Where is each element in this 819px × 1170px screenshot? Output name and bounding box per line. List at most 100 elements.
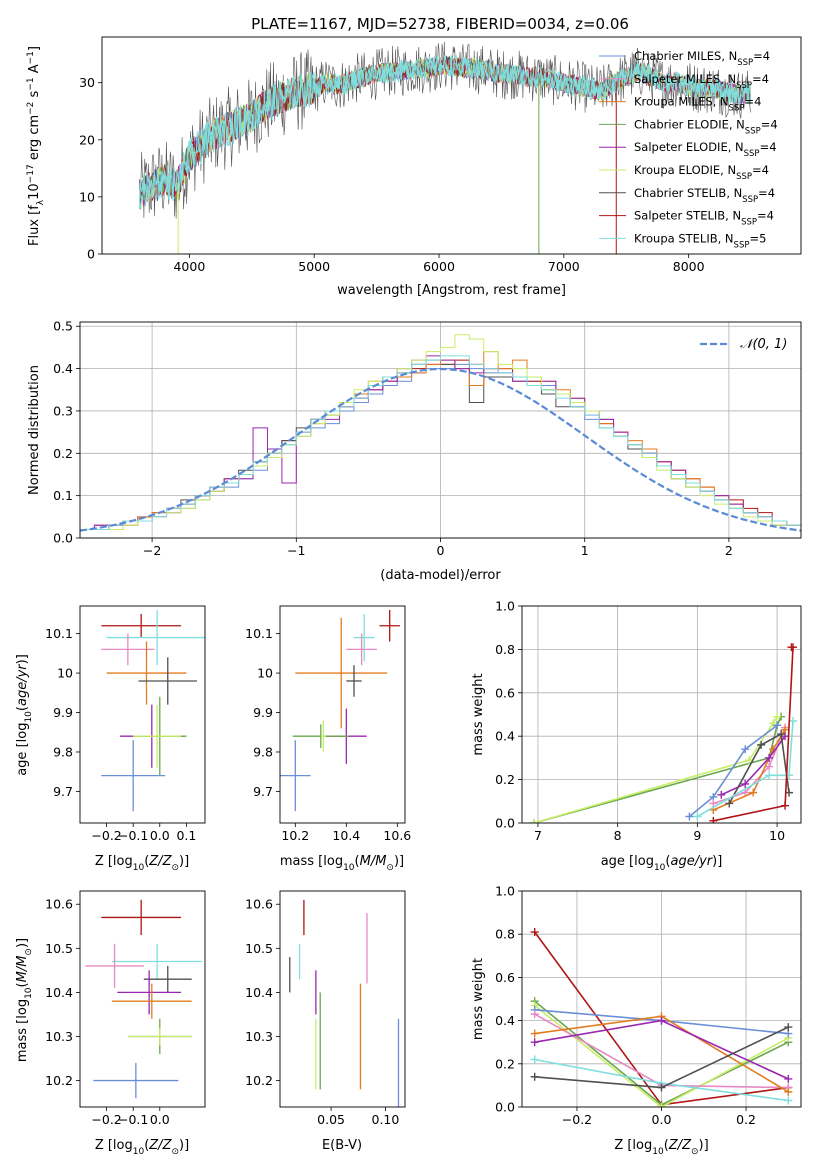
y-tick-label: 0.0 xyxy=(495,816,515,831)
mass-weight-line xyxy=(688,724,778,818)
y-axis-label: age [log10(age/yr)] xyxy=(15,654,34,776)
mass-weight-marker xyxy=(725,799,734,808)
plot-area xyxy=(530,928,793,1107)
x-tick-label: 0.1 xyxy=(176,828,196,843)
x-tick-label: 4000 xyxy=(173,259,205,274)
mass-weight-marker xyxy=(777,730,786,739)
axes-frame xyxy=(101,36,802,255)
x-tick-label: 8 xyxy=(614,828,622,843)
x-tick-label: 0.0 xyxy=(652,1112,672,1127)
y-axis-label: mass weight xyxy=(471,958,486,1040)
y-tick-label: 0.2 xyxy=(495,1056,515,1071)
y-tick-label: 1.0 xyxy=(495,599,515,614)
y-tick-label: 9.8 xyxy=(53,744,73,759)
x-axis-label: Z [log10(Z/Z⊙)] xyxy=(614,1138,708,1157)
y-axis-label: mass [log10(M/M⊙)] xyxy=(15,938,34,1062)
x-tick-label: −1 xyxy=(287,543,305,558)
mass-weight-marker xyxy=(657,1083,666,1092)
mass-weight-marker xyxy=(765,771,774,780)
mass-weight-line xyxy=(533,716,782,823)
age-vs-metallicity-panel: −0.2−0.1 0.0 0.1 9.7 9.8 9.9 10 10.1 Z [log10(Z/… xyxy=(15,605,206,873)
axes-frame xyxy=(79,890,206,1108)
y-tick-label: 10 xyxy=(57,666,73,681)
mass-vs-metallicity-panel: −0.2−0.1 0.0 10.2 10.3 10.4 10.5 10.6 Z [log10(… xyxy=(15,890,206,1157)
x-tick-label: 0.0 xyxy=(150,828,170,843)
mass-weight-marker xyxy=(784,1023,793,1032)
y-tick-label: 1.0 xyxy=(495,884,515,899)
plot-area xyxy=(529,643,798,823)
errorbar-point xyxy=(111,983,192,1019)
mass-weight-vs-metallicity-panel: −0.2 0.0 0.2 0.0 0.2 0.4 0.6 0.8 1.0 Z [log10(Z/Z… xyxy=(471,884,802,1157)
plot-area xyxy=(289,899,400,1107)
x-axis-label: age [log10(age/yr)] xyxy=(601,854,723,873)
y-tick-label: 0.4 xyxy=(495,729,515,744)
legend-label: Salpeter MILES, NSSP=4 xyxy=(634,72,769,91)
plot-area xyxy=(101,609,205,812)
y-tick-label: 10.2 xyxy=(245,1073,273,1088)
y-tick-label: 10.5 xyxy=(245,941,273,956)
errorbar-point xyxy=(143,965,192,993)
mass-weight-marker xyxy=(741,779,750,788)
mass-weight-line xyxy=(533,716,778,823)
x-tick-label: 5000 xyxy=(298,259,330,274)
legend-label: Chabrier STELIB, NSSP=4 xyxy=(634,186,775,205)
mass-weight-marker xyxy=(749,788,758,797)
x-tick-label: −0.2 xyxy=(562,1112,592,1127)
x-tick-label: −0.1 xyxy=(118,828,148,843)
errorbar-point xyxy=(85,943,144,988)
y-tick-label: 10.6 xyxy=(245,897,273,912)
x-axis-label: Z [log10(Z/Z⊙)] xyxy=(95,854,189,873)
x-axis-label: E(B-V) xyxy=(322,1138,362,1153)
x-tick-label: −2 xyxy=(143,543,161,558)
legend-label: Kroupa MILES, NSSP=4 xyxy=(634,95,761,114)
y-tick-label: 10.6 xyxy=(45,897,73,912)
x-tick-label: 7000 xyxy=(548,259,580,274)
y-tick-label: 0.3 xyxy=(53,403,73,418)
errorbar-point xyxy=(106,641,187,705)
errorbar-point xyxy=(111,943,203,980)
x-tick-label: 0.0 xyxy=(150,1112,170,1127)
x-axis-label: (data-model)/error xyxy=(380,568,501,583)
mass-weight-marker xyxy=(530,1038,539,1047)
x-tick-label: 7 xyxy=(534,828,542,843)
y-tick-label: 0.0 xyxy=(53,531,73,546)
spectrum-panel: 4000 5000 6000 7000 8000 0 10 20 30 wavelength [A… xyxy=(26,36,802,298)
x-tick-label: −0.2 xyxy=(91,1112,121,1127)
plot-area xyxy=(138,41,752,254)
y-tick-label: 0.2 xyxy=(53,446,73,461)
x-tick-label: −0.2 xyxy=(91,828,121,843)
x-tick-label: 8000 xyxy=(673,259,705,274)
mass-weight-marker xyxy=(745,756,754,765)
figure-title: PLATE=1167, MJD=52738, FIBERID=0034, z=0… xyxy=(251,15,629,33)
y-tick-label: 20 xyxy=(79,132,95,147)
mass-weight-marker xyxy=(789,717,798,726)
mass-weight-marker xyxy=(765,762,774,771)
x-tick-label: 0.2 xyxy=(736,1112,756,1127)
legend-label: Chabrier MILES, NSSP=4 xyxy=(634,49,770,68)
y-tick-label: 10.4 xyxy=(245,985,273,1000)
y-tick-label: 0.5 xyxy=(53,319,73,334)
y-tick-label: 0.2 xyxy=(495,772,515,787)
y-tick-label: 0.1 xyxy=(53,488,73,503)
legend-label: Salpeter ELODIE, NSSP=4 xyxy=(634,140,777,159)
y-tick-label: 0 xyxy=(87,247,95,262)
x-axis-label: mass [log10(M/M⊙)] xyxy=(280,854,404,873)
y-tick-label: 0.4 xyxy=(495,1013,515,1028)
mass-vs-ebv-panel: 0.05 0.10 10.2 10.3 10.4 10.5 10.6 E(B-V) xyxy=(245,890,406,1153)
errorbar-point xyxy=(117,970,182,1015)
y-tick-label: 30 xyxy=(79,75,95,90)
plot-area xyxy=(85,899,203,1099)
y-tick-label: 0.6 xyxy=(495,685,515,700)
mass-weight-marker xyxy=(657,1103,666,1107)
y-axis-label: Flux [fλ10−17 erg cm−2 s−1 A−1] xyxy=(26,46,46,246)
y-tick-label: 9.7 xyxy=(253,784,273,799)
errorbar-point xyxy=(101,613,182,638)
y-tick-label: 10.5 xyxy=(45,941,73,956)
axes-frame xyxy=(521,890,802,1108)
legend-label: 𝒩(0, 1) xyxy=(740,337,787,352)
y-tick-label: 9.8 xyxy=(253,744,273,759)
errorbar-point xyxy=(138,657,198,705)
mass-weight-marker xyxy=(693,812,702,821)
y-tick-label: 10.2 xyxy=(45,1073,73,1088)
y-tick-label: 10 xyxy=(79,189,95,204)
